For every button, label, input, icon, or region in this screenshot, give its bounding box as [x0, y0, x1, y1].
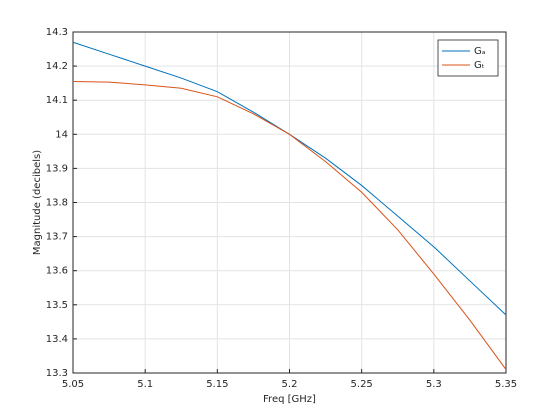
y-tick-label: 13.9: [46, 163, 68, 174]
y-tick-label: 13.7: [46, 232, 68, 243]
legend-box: [437, 39, 499, 77]
y-tick-label: 14.1: [46, 95, 68, 106]
x-tick-label: 5.3: [426, 379, 442, 390]
x-tick-label: 5.15: [206, 379, 228, 390]
y-tick-label: 13.4: [46, 334, 68, 345]
legend-label: Gₜ: [474, 60, 485, 71]
series-line: [72, 80, 507, 370]
y-tick-label: 13.8: [46, 198, 68, 209]
legend-label: Gₐ: [474, 46, 486, 57]
y-axis-label: Magnitude (decibels): [32, 150, 43, 255]
y-tick-label: 13.6: [46, 266, 68, 277]
x-tick-label: 5.25: [351, 379, 373, 390]
plot-frame: [72, 31, 507, 374]
y-tick-label: 14.2: [46, 61, 68, 72]
x-tick-label: 5.2: [282, 379, 298, 390]
x-axis-label: Freq [GHz]: [263, 394, 316, 405]
y-tick-label: 14: [55, 129, 68, 140]
y-tick-label: 14.3: [46, 27, 68, 38]
x-tick-label: 5.35: [495, 379, 517, 390]
y-tick-label: 13.5: [46, 300, 68, 311]
x-tick-label: 5.1: [137, 379, 153, 390]
y-tick-label: 13.3: [46, 368, 68, 379]
x-tick-label: 5.05: [62, 379, 84, 390]
